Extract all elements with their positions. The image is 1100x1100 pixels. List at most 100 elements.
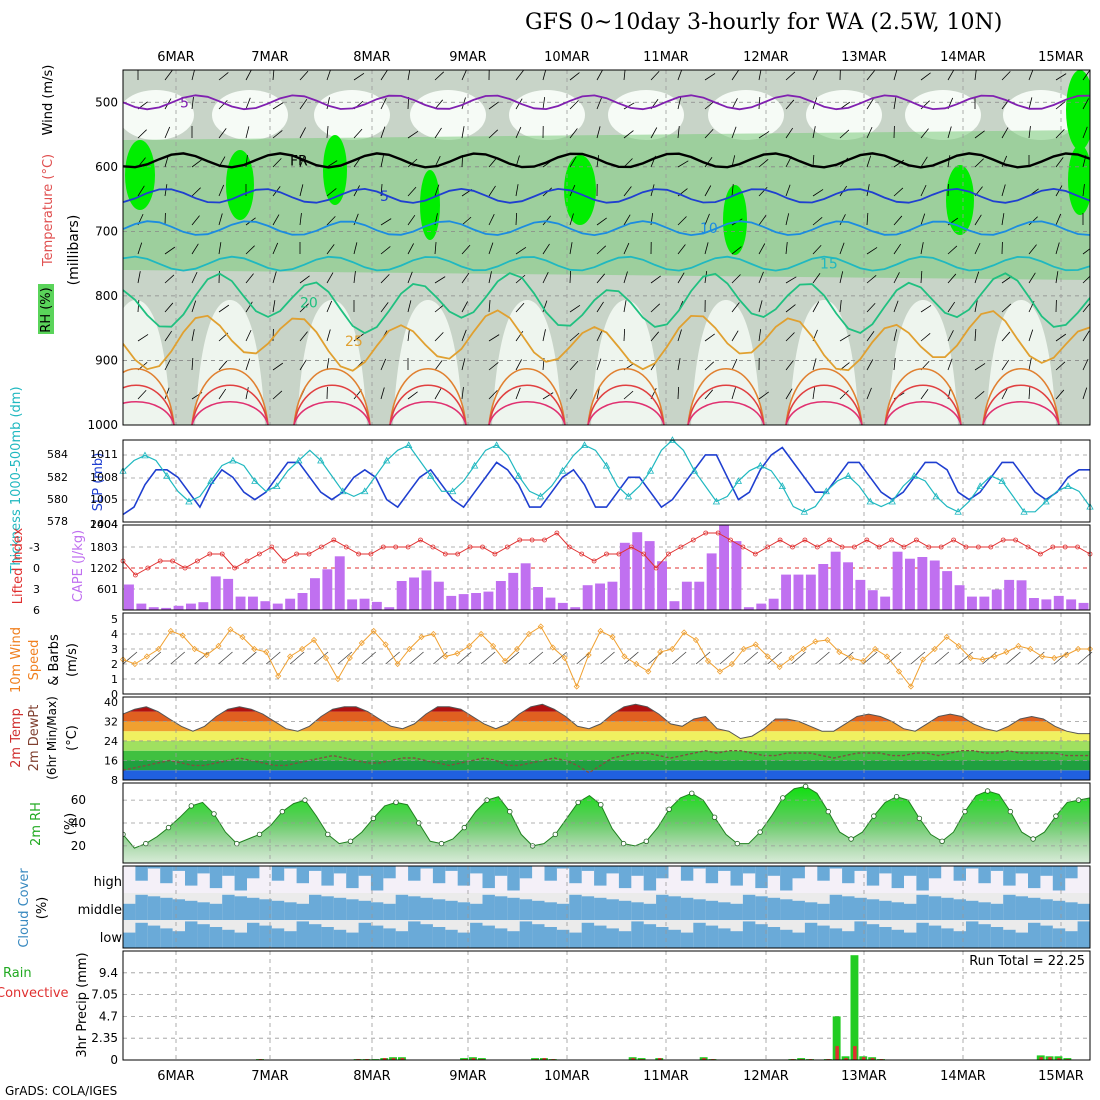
wind-speed-marker xyxy=(490,642,497,650)
cloud-low-bar xyxy=(358,922,371,948)
wind-speed-marker xyxy=(1051,654,1058,662)
cape-bar xyxy=(929,560,940,610)
lifted-index-marker xyxy=(281,558,287,564)
tick-label: low xyxy=(100,931,123,946)
wind-barb xyxy=(893,358,896,371)
cloud-high-bar xyxy=(247,866,260,879)
surface-temp-contour xyxy=(884,368,962,425)
cloud-low-bar xyxy=(507,931,520,948)
wind-barb xyxy=(380,302,389,313)
wind-barb xyxy=(866,359,874,371)
tick-label: 3 xyxy=(111,643,118,656)
wind-barb xyxy=(623,186,632,197)
wind-barb xyxy=(650,275,661,284)
slp-thickness-panel: 584 582 580 578 1011 1008 1005 1004 xyxy=(47,436,1094,531)
wind-barb xyxy=(488,242,494,255)
rh-high-patch xyxy=(420,170,440,240)
convective-bar xyxy=(1048,1057,1052,1060)
rh-low-patch xyxy=(708,90,784,140)
wind-barb xyxy=(191,300,197,313)
cloud-low-bar xyxy=(321,927,334,948)
wind-speed-marker xyxy=(692,636,700,644)
wind-barb xyxy=(164,246,176,255)
cape-bar xyxy=(855,579,866,610)
cloud-high-bar xyxy=(780,866,793,891)
cloud-high-bar xyxy=(718,866,731,871)
rh-marker xyxy=(438,840,445,847)
surface-temp-contour xyxy=(884,400,962,425)
lifted-index-marker xyxy=(455,551,461,557)
wind-barb xyxy=(488,214,495,226)
wind-barb xyxy=(866,247,878,255)
cape-bar xyxy=(1029,598,1039,610)
precip-bar xyxy=(850,955,859,1060)
wind-barb xyxy=(569,360,579,371)
cape-bar xyxy=(595,583,605,610)
wind-barb xyxy=(1028,329,1034,342)
cloud-high-bar xyxy=(829,866,843,869)
thickness-marker xyxy=(536,492,545,500)
wind-barb xyxy=(812,273,821,284)
panel-frame xyxy=(122,950,1091,1061)
cloud-high-bar xyxy=(284,866,297,869)
rh-high-patch xyxy=(564,155,596,225)
rh-marker xyxy=(123,831,126,838)
wind-barb xyxy=(812,70,819,81)
tick-label: -3 xyxy=(29,541,40,554)
wind-barb xyxy=(407,186,417,197)
wind-barb xyxy=(407,214,416,226)
wind-speed-marker xyxy=(263,648,270,656)
cape-bar xyxy=(706,553,717,610)
vertical-profile-panel: 5 FR 5 10 15 20 25 500 600 700 800 900 1000 xyxy=(87,69,1091,432)
wind-barb xyxy=(380,274,390,284)
cloud-middle-bar xyxy=(370,902,384,920)
thickness-marker xyxy=(712,497,721,505)
wind-barb xyxy=(650,127,658,139)
cloud-high-bar xyxy=(1003,866,1016,886)
wind-barb xyxy=(272,242,279,255)
cloud-high-bar xyxy=(606,866,619,874)
wind-speed-marker xyxy=(1015,642,1022,650)
cape-bar xyxy=(297,593,308,610)
wind-barb xyxy=(326,97,330,110)
wind-barb xyxy=(353,271,356,284)
cape-bar xyxy=(483,591,494,610)
wind-barb xyxy=(245,329,252,342)
wind-barb xyxy=(434,276,446,284)
wind-barb xyxy=(947,70,955,81)
wind-barb xyxy=(704,271,708,284)
rh-marker xyxy=(780,795,786,801)
cloud-low-bar xyxy=(1040,925,1053,948)
wind-barb xyxy=(542,215,552,226)
surface-temp-contour xyxy=(191,384,269,425)
rh-low-patch xyxy=(492,300,562,425)
cape-bar xyxy=(669,601,680,610)
wind-barb xyxy=(731,246,742,255)
cloud-high-bar xyxy=(271,866,285,881)
cloud-high-bar xyxy=(631,866,644,876)
cloud-high-bar xyxy=(544,866,557,881)
wind-barb xyxy=(785,99,795,110)
cloud-low-bar xyxy=(284,931,297,948)
surface-temp-contour xyxy=(389,384,467,425)
cloud-low-bar xyxy=(160,928,173,948)
wind-barb xyxy=(434,304,445,313)
thickness-marker xyxy=(207,477,215,484)
wind-barb xyxy=(515,387,521,400)
wind-speed-marker xyxy=(370,627,377,635)
cape-bar xyxy=(124,584,134,610)
wind-barb xyxy=(218,184,225,197)
rh-legend-swatch xyxy=(38,284,54,334)
cloud-low-bar xyxy=(408,921,421,948)
wind-barb xyxy=(569,242,573,255)
lifted-index-marker xyxy=(232,565,238,571)
wind-barb xyxy=(164,359,171,371)
wind-barb xyxy=(434,184,440,197)
rh-marker xyxy=(211,811,217,817)
lifted-index-marker xyxy=(715,530,721,536)
cloud-low-bar xyxy=(185,921,198,948)
lifted-index-marker xyxy=(269,544,275,550)
cloud-high-bar xyxy=(197,866,210,874)
date-label-bottom: 12MAR xyxy=(743,1069,789,1084)
surface-temp-contour xyxy=(488,384,566,425)
